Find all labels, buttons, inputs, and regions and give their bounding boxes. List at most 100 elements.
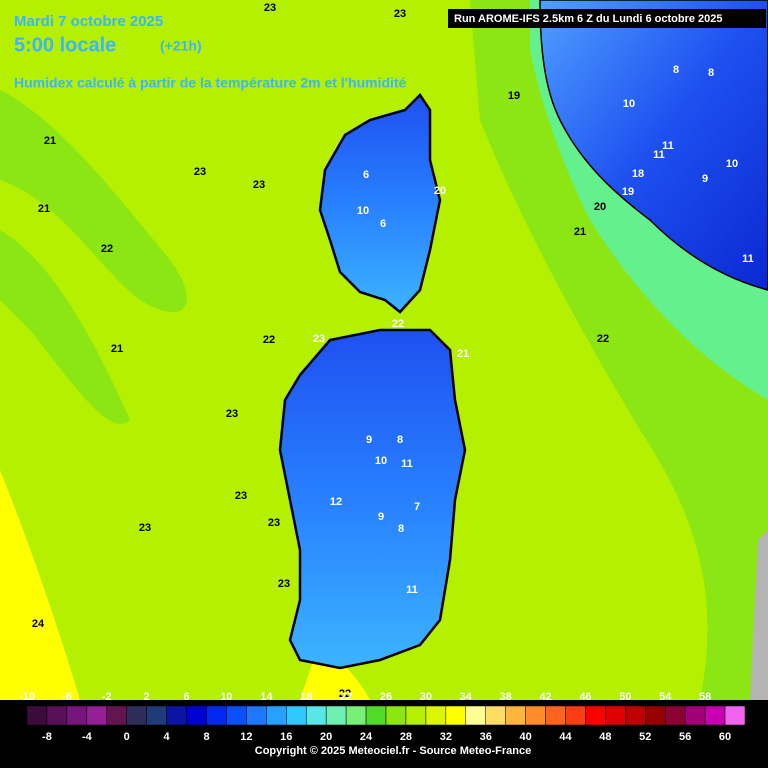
colorbar-label: 46 <box>579 691 591 703</box>
colorbar-swatch <box>186 705 207 726</box>
colorbar-label: 20 <box>320 731 332 743</box>
contour-label: 7 <box>414 501 420 513</box>
colorbar-label: 36 <box>480 731 492 743</box>
colorbar-label: -10 <box>19 691 35 703</box>
colorbar-swatch <box>86 705 108 726</box>
colorbar-swatch <box>166 705 187 726</box>
colorbar-label: 32 <box>440 731 452 743</box>
time: 5:00 locale <box>14 34 116 56</box>
contour-label: 23 <box>235 490 247 502</box>
parameter: Humidex calculé à partir de la températu… <box>14 75 407 91</box>
contour-label: 23 <box>226 408 238 420</box>
colorbar-label: 50 <box>619 691 631 703</box>
colorbar-swatch <box>565 705 586 726</box>
colorbar-swatch <box>26 705 48 726</box>
mainland <box>539 0 768 291</box>
contour-label: 23 <box>268 517 280 529</box>
contour-label: 10 <box>726 158 738 170</box>
colorbar-label: 10 <box>220 691 232 703</box>
colorbar-label: 6 <box>183 691 189 703</box>
sea-zone <box>0 90 187 313</box>
contour-label: 12 <box>330 496 342 508</box>
contour-label: 20 <box>434 185 446 197</box>
colorbar-label: 26 <box>380 691 392 703</box>
colorbar-swatch <box>66 705 88 726</box>
colorbar-swatch <box>266 705 287 726</box>
contour-label: 24 <box>32 618 45 630</box>
colorbar-label: 52 <box>639 731 651 743</box>
colorbar-label: 58 <box>699 691 711 703</box>
colorbar-label: 22 <box>340 691 352 703</box>
contour-label: 21 <box>44 135 56 147</box>
contour-label: 10 <box>375 455 387 467</box>
colorbar-swatch <box>146 705 167 726</box>
colorbar-label: 48 <box>599 731 611 743</box>
colorbar-swatch <box>465 705 486 726</box>
contour-label: 22 <box>101 243 113 255</box>
contour-label: 8 <box>673 64 679 76</box>
colorbar-label: -6 <box>62 691 72 703</box>
contour-label: 22 <box>339 688 351 700</box>
colorbar-label: 4 <box>164 731 171 743</box>
date: Mardi 7 octobre 2025 <box>14 13 163 30</box>
contour-label: 23 <box>139 522 151 534</box>
colorbar-swatch <box>684 705 706 726</box>
colorbar-swatch <box>445 705 467 726</box>
colorbar-label: 60 <box>719 731 731 743</box>
contour-label: 23 <box>264 2 276 14</box>
colorbar-label: 44 <box>559 731 572 743</box>
colorbar-swatch <box>325 705 347 726</box>
colorbar-label: 8 <box>203 731 209 743</box>
colorbar-label: 12 <box>240 731 252 743</box>
colorbar-label: -2 <box>102 691 112 703</box>
colorbar-swatch <box>405 705 427 726</box>
colorbar-label: 54 <box>659 691 672 703</box>
colorbar-swatch <box>605 705 626 726</box>
colorbar-swatch <box>485 705 506 726</box>
colorbar-swatch <box>345 705 367 726</box>
colorbar-label: 56 <box>679 731 691 743</box>
contour-label: 11 <box>742 253 754 265</box>
colorbar-swatch <box>625 705 646 726</box>
colorbar-swatch <box>226 705 247 726</box>
contour-label: 23 <box>278 578 290 590</box>
contour-label: 9 <box>366 434 372 446</box>
corsica <box>318 93 442 314</box>
colorbar-label: 28 <box>400 731 412 743</box>
contour-label: 21 <box>457 348 469 360</box>
contour-label: 8 <box>397 434 403 446</box>
colorbar-label: 30 <box>420 691 432 703</box>
contour-label: 22 <box>597 333 609 345</box>
colorbar-swatch <box>126 705 147 726</box>
contour-label: 19 <box>622 186 634 198</box>
colorbar-label: -4 <box>82 731 93 743</box>
colorbar-label: 14 <box>260 691 273 703</box>
colorbar-swatch <box>545 705 566 726</box>
colorbar-label: 24 <box>360 731 373 743</box>
colorbar-swatch <box>206 705 227 726</box>
contour-label: 22 <box>392 318 404 330</box>
colorbar-label: 38 <box>500 691 512 703</box>
contour-label: 23 <box>394 8 406 20</box>
contour-label: 19 <box>508 90 520 102</box>
colorbar-swatch <box>664 705 686 726</box>
run-box <box>448 9 766 28</box>
run-info: Run AROME-IFS 2.5km 6 Z du Lundi 6 octob… <box>454 13 723 25</box>
contour-label: 6 <box>380 218 386 230</box>
colorbar-label: 40 <box>519 731 531 743</box>
colorbar-swatch <box>46 705 68 726</box>
contour-label: 11 <box>662 140 674 152</box>
colorbar-swatch <box>645 705 666 726</box>
colorbar-swatch <box>704 705 726 726</box>
contour-label: 9 <box>702 173 708 185</box>
sardinia <box>278 328 467 670</box>
no-data <box>750 530 768 700</box>
contour-label: 8 <box>708 67 714 79</box>
colorbar-label: 16 <box>280 731 292 743</box>
colorbar-swatch <box>585 705 606 726</box>
warm-zone <box>0 470 80 700</box>
contour-label: 8 <box>398 523 404 535</box>
colorbar-swatch <box>505 705 526 726</box>
